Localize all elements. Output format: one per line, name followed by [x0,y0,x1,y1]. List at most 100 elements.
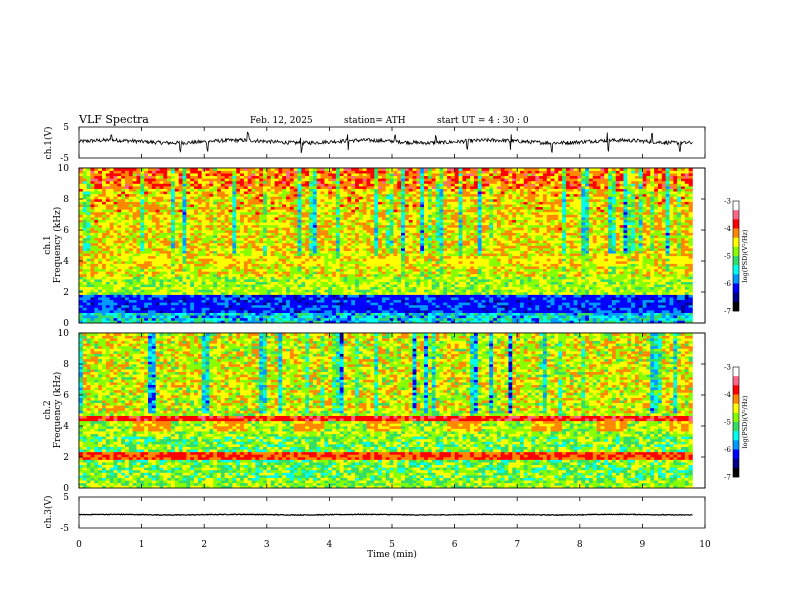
spectrogram-cell [316,204,321,208]
spectrogram-cell [297,273,302,277]
spectrogram-cell [109,253,114,257]
spectrogram-cell [105,170,110,174]
spectrogram-cell [324,235,329,239]
spectrogram-cell [90,191,95,195]
spectrogram-cell [266,294,272,298]
spectrogram-cell [228,193,233,197]
spectrogram-cell [194,312,199,316]
spectrogram-cell [148,292,153,295]
spectrogram-cell [163,175,168,179]
spectrogram-cell [347,312,352,316]
figure-title: VLF Spectra [78,113,149,126]
spectrogram-cell [132,227,137,231]
spectrogram-cell [102,188,107,192]
spectrogram-cell [117,279,122,282]
spectrogram-cell [355,261,360,264]
spectrogram-cell [309,268,314,272]
spectrogram-cell [366,297,371,301]
spectrogram-cell [105,219,110,223]
spectrogram-cell [121,168,126,171]
spectrogram-cell [186,180,191,184]
spectrogram-cell [174,266,179,270]
spectrogram-cell [324,204,329,208]
spectrogram-cell [301,199,306,202]
spectrogram-cell [151,217,156,220]
spectrogram-cell [381,186,387,189]
spectrogram-cell [255,168,260,171]
spectrogram-cell [109,224,114,228]
spectrogram-cell [332,230,337,233]
spectrogram-cell [259,294,264,298]
spectrogram-cell [347,222,352,226]
spectrogram-cell [266,201,272,205]
spectrogram-cell [351,173,356,177]
spectrogram-cell [224,245,229,249]
spectrogram-cell [297,183,302,187]
spectrogram-cell [282,292,287,295]
spectrogram-cell [155,273,160,277]
spectrogram-cell [213,289,218,293]
spectrogram-cell [90,320,95,324]
spectrogram-cell [362,289,367,293]
spectrogram-cell [171,201,176,205]
spectrogram-cell [366,299,371,303]
spectrogram-cell [320,281,325,285]
spectrogram-cell [144,297,149,301]
spectrogram-cell [305,289,310,293]
spectrogram-cell [167,191,172,195]
spectrogram-cell [251,242,256,246]
spectrogram-cell [190,168,195,171]
spectrogram-cell [247,312,252,316]
spectrogram-cell [297,281,302,285]
spectrogram-cell [381,240,387,244]
spectrogram-cell [236,271,241,275]
spectrogram-cell [194,180,199,184]
spectrogram-cell [190,250,195,254]
spectrogram-cell [121,191,126,195]
spectrogram-cell [144,286,149,290]
spectrogram-cell [393,227,398,231]
spectrogram-cell [335,294,341,298]
spectrogram-cell [240,222,245,226]
spectrogram-cell [82,173,87,177]
spectrogram-cell [121,299,126,303]
spectrogram-cell [251,183,256,187]
spectrogram-cell [339,209,344,213]
spectrogram-cell [121,304,126,308]
spectrogram-cell [113,315,118,319]
spectrogram-cell [385,183,390,187]
spectrogram-cell [358,315,364,319]
spectrogram-cell [205,204,210,208]
spectrogram-cell [194,178,199,182]
spectrogram-cell [255,263,260,267]
spectrogram-cell [94,258,99,262]
spectrogram-cell [266,310,272,313]
spectrogram-cell [270,302,275,306]
spectrogram-cell [251,170,256,174]
spectrogram-cell [186,191,191,195]
spectrogram-cell [393,217,398,220]
spectrogram-cell [194,219,199,223]
spectrogram-cell [190,258,195,262]
spectrogram-cell [140,266,145,270]
spectrogram-cell [347,209,352,213]
spectrogram-cell [201,209,206,213]
spectrogram-cell [90,263,95,267]
spectrogram-cell [355,227,360,231]
spectrogram-cell [228,248,233,251]
spectrogram-cell [136,193,141,197]
spectrogram-cell [335,209,341,213]
spectrogram-cell [205,183,210,187]
spectrogram-cell [289,317,295,321]
spectrogram-cell [174,186,179,189]
spectrogram-cell [182,315,187,319]
spectrogram-cell [289,310,295,313]
spectrogram-cell [335,304,341,308]
spectrogram-cell [301,258,306,262]
spectrogram-cell [136,307,141,311]
spectrogram-cell [151,294,156,298]
spectrogram-cell [102,312,107,316]
spectrogram-cell [182,304,187,308]
spectrogram-cell [228,242,233,246]
spectrogram-cell [236,284,241,288]
